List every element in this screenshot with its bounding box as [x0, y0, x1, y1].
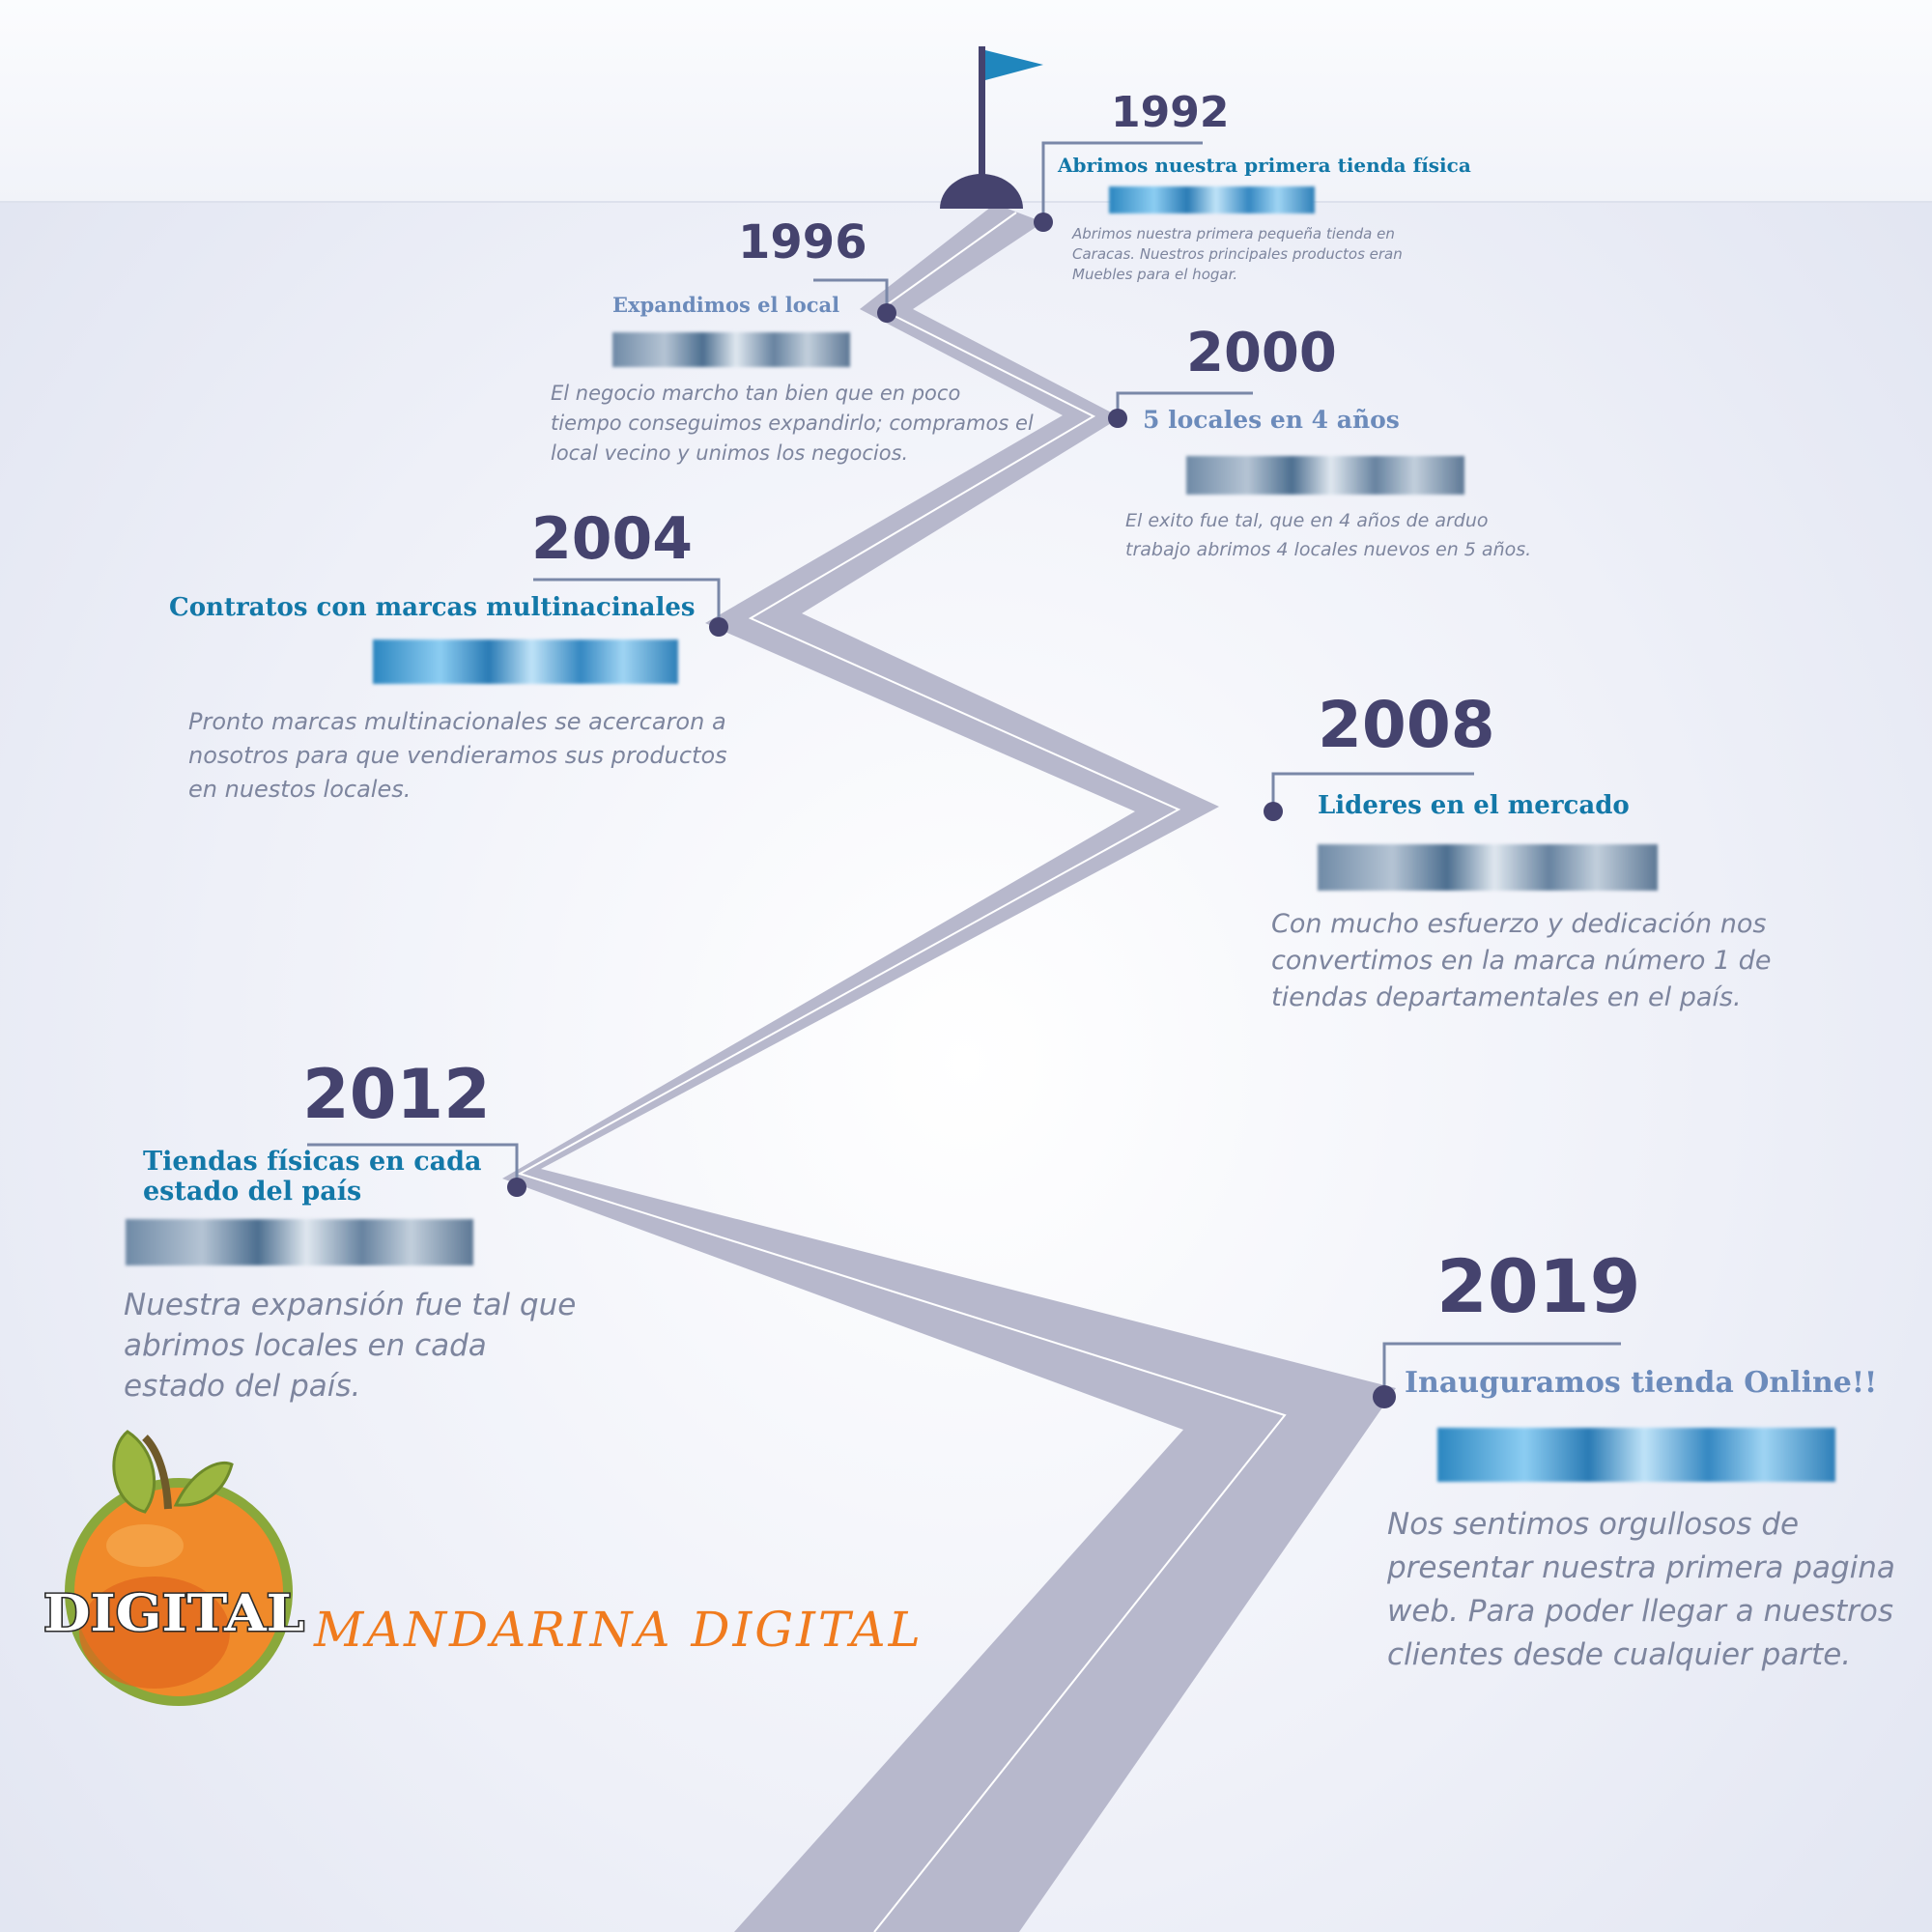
year-1992: 1992: [1111, 88, 1230, 137]
callout-lines: [307, 141, 1621, 1397]
road-surface: [502, 204, 1396, 1932]
marker-1992: [1034, 213, 1053, 232]
marker-2004: [709, 617, 728, 637]
milestone-markers: [507, 213, 1396, 1408]
image-placeholder-1992: [1109, 186, 1315, 213]
road-center-line: [517, 212, 1287, 1932]
marker-1996: [877, 303, 896, 323]
description-1996: El negocio marcho tan bien que en poco t…: [551, 382, 1034, 465]
description-2004: Pronto marcas multinacionales se acercar…: [188, 708, 727, 803]
image-placeholder-2008: [1318, 844, 1658, 891]
year-2019: 2019: [1436, 1243, 1641, 1329]
title-2004: Contratos con marcas multinacinales: [169, 593, 696, 622]
description-2008: Con mucho esfuerzo y dedicación nos conv…: [1271, 909, 1772, 1012]
description-1992: Abrimos nuestra primera pequeña tienda e…: [1072, 225, 1403, 283]
year-2008: 2008: [1318, 688, 1495, 762]
horizon-band: [0, 0, 1932, 203]
brand-name: MANDARINA DIGITAL: [314, 1602, 923, 1658]
year-1996: 1996: [738, 215, 867, 270]
title-2019: Inauguramos tienda Online!!: [1405, 1366, 1878, 1400]
mandarin-logo-icon: DIGITAL: [43, 1430, 306, 1706]
year-2012: 2012: [302, 1055, 491, 1134]
title-1996: Expandimos el local: [612, 293, 840, 317]
image-placeholder-2019: [1437, 1428, 1835, 1482]
year-2004: 2004: [531, 505, 693, 573]
image-placeholder-2004: [373, 639, 678, 684]
logo-text: DIGITAL: [43, 1584, 304, 1643]
description-2000: El exito fue tal, que en 4 años de arduo…: [1125, 510, 1532, 560]
title-2008: Lideres en el mercado: [1318, 791, 1630, 820]
marker-2000: [1108, 409, 1127, 428]
title-2012: Tiendas físicas en cada estado del país: [143, 1147, 482, 1208]
marker-2008: [1264, 802, 1283, 821]
year-2000: 2000: [1186, 322, 1337, 384]
image-placeholder-1996: [612, 332, 850, 367]
marker-2019: [1373, 1385, 1396, 1408]
marker-2012: [507, 1178, 526, 1197]
title-2000: 5 locales en 4 años: [1143, 406, 1400, 434]
flag-icon: [940, 46, 1043, 209]
title-1992: Abrimos nuestra primera tienda física: [1058, 154, 1471, 177]
description-2019: Nos sentimos orgullosos de presentar nue…: [1387, 1507, 1895, 1672]
image-placeholder-2000: [1186, 456, 1464, 495]
description-2012: Nuestra expansión fue tal que abrimos lo…: [124, 1288, 577, 1404]
image-placeholder-2012: [126, 1219, 473, 1265]
